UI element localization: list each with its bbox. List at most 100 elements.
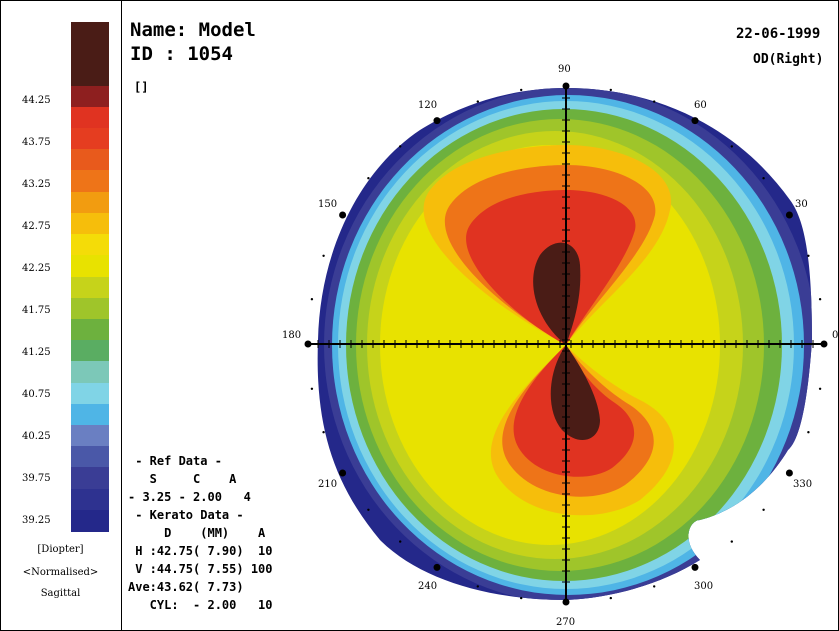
meridian-marker-major bbox=[562, 598, 570, 606]
color-scale-swatch bbox=[71, 446, 109, 469]
meridian-marker-minor bbox=[399, 540, 402, 543]
angle-label-210: 210 bbox=[318, 479, 337, 490]
meridian-marker-minor bbox=[520, 596, 523, 600]
kerato-data-columns: D (MM) A bbox=[128, 526, 266, 540]
angle-label-300: 300 bbox=[694, 581, 713, 592]
meridian-marker-minor bbox=[653, 100, 656, 103]
meridian-marker-minor bbox=[807, 254, 810, 257]
color-scale-legend: 44.25 43.75 43.25 42.75 42.25 41.75 41.25 40.75… bbox=[0, 0, 121, 631]
scale-mode-label: <Normalised> bbox=[22, 567, 99, 578]
panel-divider bbox=[121, 0, 122, 631]
kerato-h-row: H :42.75( 7.90) 10 bbox=[128, 544, 273, 558]
color-scale-swatch bbox=[71, 361, 109, 384]
meridian-marker-minor bbox=[730, 145, 733, 148]
patient-id: ID : 1054 bbox=[130, 43, 233, 65]
scale-type-label: Sagittal bbox=[40, 588, 81, 599]
meridian-marker-minor bbox=[807, 431, 810, 434]
meridian-marker-minor bbox=[367, 177, 370, 180]
meridian-marker-major bbox=[339, 469, 347, 477]
meridian-marker-minor bbox=[310, 298, 314, 301]
meridian-markers bbox=[304, 82, 828, 606]
color-scale-swatch bbox=[71, 64, 109, 87]
color-scale-swatch bbox=[71, 22, 109, 44]
color-scale-swatch bbox=[71, 403, 109, 426]
color-scale-tick-label: 40.75 bbox=[22, 389, 51, 400]
meridian-marker-major bbox=[691, 563, 699, 571]
color-scale-swatch bbox=[71, 297, 109, 320]
angle-label-240: 240 bbox=[418, 581, 437, 592]
angle-label-0: 0 bbox=[832, 330, 838, 341]
color-scale-tick-label: 39.25 bbox=[22, 515, 51, 526]
kerato-v-row: V :44.75( 7.55) 100 bbox=[128, 562, 273, 576]
meridian-marker-minor bbox=[730, 540, 733, 543]
color-scale-swatch bbox=[71, 382, 109, 405]
meridian-marker-major bbox=[562, 82, 570, 90]
color-scale-tick-label: 43.75 bbox=[22, 137, 51, 148]
angle-label-120: 120 bbox=[418, 100, 437, 111]
color-scale-tick-label: 43.25 bbox=[22, 179, 51, 190]
angle-label-180: 180 bbox=[282, 330, 301, 341]
measurement-data: - Ref Data - S C A - 3.25 - 2.00 4 - Ker… bbox=[128, 452, 273, 614]
ref-data-values: - 3.25 - 2.00 4 bbox=[128, 490, 251, 504]
color-scale-swatch bbox=[71, 255, 109, 278]
color-scale-swatch bbox=[71, 424, 109, 447]
ref-data-heading: - Ref Data - bbox=[128, 454, 222, 468]
patient-header: Name: Model ID : 1054 bbox=[130, 18, 256, 66]
kerato-data-heading: - Kerato Data - bbox=[128, 508, 244, 522]
color-scale-tick-label: 42.75 bbox=[22, 221, 51, 232]
color-scale-tick-label: 42.25 bbox=[22, 263, 51, 274]
exam-date: 22-06-1999 bbox=[736, 26, 821, 42]
color-scale-swatch bbox=[71, 170, 109, 193]
meridian-marker-minor bbox=[762, 177, 765, 180]
meridian-marker-major bbox=[785, 211, 793, 219]
meridian-marker-major bbox=[785, 469, 793, 477]
kerato-cyl-row: CYL: - 2.00 10 bbox=[128, 598, 273, 612]
angle-label-150: 150 bbox=[318, 199, 337, 210]
color-scale-tick-label: 44.25 bbox=[22, 95, 51, 106]
color-scale-tick-label: 41.25 bbox=[22, 347, 51, 358]
angle-label-330: 330 bbox=[793, 479, 812, 490]
meridian-marker-minor bbox=[322, 431, 325, 434]
color-scale-swatch bbox=[71, 488, 109, 511]
meridian-marker-minor bbox=[322, 254, 325, 257]
meridian-marker-minor bbox=[818, 387, 822, 390]
color-scale-swatch bbox=[71, 318, 109, 341]
meridian-marker-minor bbox=[399, 145, 402, 148]
meridian-marker-minor bbox=[818, 298, 822, 301]
angle-label-60: 60 bbox=[694, 100, 707, 111]
scale-unit-label: [Diopter] bbox=[37, 544, 84, 555]
color-scale-swatch bbox=[71, 212, 109, 235]
meridian-marker-minor bbox=[762, 508, 765, 511]
meridian-marker-minor bbox=[609, 596, 612, 600]
color-scale-swatch bbox=[71, 467, 109, 490]
meridian-marker-major bbox=[433, 563, 441, 571]
color-scale-swatch bbox=[71, 234, 109, 257]
color-scale-swatch bbox=[71, 340, 109, 363]
meridian-marker-major bbox=[691, 117, 699, 125]
color-scale-swatch bbox=[71, 85, 109, 108]
color-scale-swatch bbox=[71, 509, 109, 532]
notes-bracket: [] bbox=[134, 80, 149, 94]
ref-data-columns: S C A bbox=[128, 472, 237, 486]
eye-label: OD(Right) bbox=[753, 52, 824, 67]
patient-name: Name: Model bbox=[130, 19, 256, 41]
angle-label-270: 270 bbox=[556, 617, 575, 628]
color-scale-swatch bbox=[71, 149, 109, 172]
kerato-ave-row: Ave:43.62( 7.73) bbox=[128, 580, 244, 594]
color-scale-swatch bbox=[71, 106, 109, 129]
meridian-marker-major bbox=[820, 340, 828, 348]
angle-label-90: 90 bbox=[558, 64, 571, 75]
meridian-marker-major bbox=[339, 211, 347, 219]
meridian-marker-minor bbox=[609, 88, 612, 92]
color-scale-swatch bbox=[71, 43, 109, 66]
color-scale-swatch bbox=[71, 191, 109, 214]
meridian-marker-minor bbox=[520, 88, 523, 92]
axis-ticks bbox=[317, 97, 814, 583]
meridian-marker-minor bbox=[476, 585, 479, 588]
meridian-marker-minor bbox=[653, 585, 656, 588]
meridian-marker-minor bbox=[310, 387, 314, 390]
color-scale-tick-label: 39.75 bbox=[22, 473, 51, 484]
color-scale-swatch bbox=[71, 128, 109, 151]
meridian-marker-major bbox=[433, 117, 441, 125]
